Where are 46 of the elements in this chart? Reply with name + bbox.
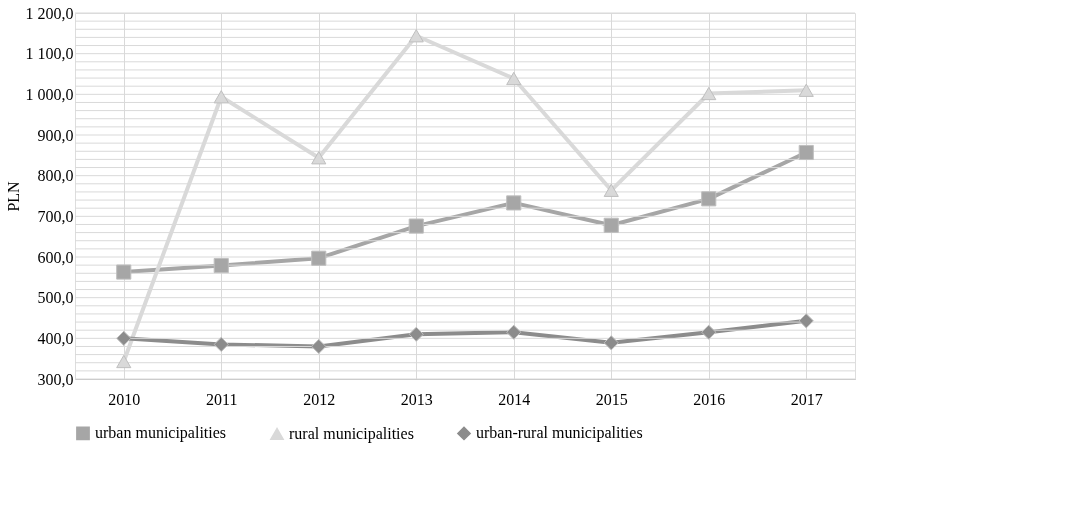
point <box>311 250 327 266</box>
point <box>311 151 327 165</box>
point <box>603 183 619 197</box>
x-tick-label: 2017 <box>790 390 823 408</box>
point <box>213 90 229 104</box>
point <box>701 86 717 101</box>
y-tick-label: 700,0 <box>37 207 74 225</box>
y-tick-label: 400,0 <box>37 329 74 347</box>
legend-label: urban municipalities <box>95 424 227 443</box>
y-tick-label: 1 100,0 <box>25 45 74 63</box>
point <box>116 264 132 280</box>
point <box>506 324 522 340</box>
x-tick-label: 2016 <box>693 390 726 408</box>
point <box>798 83 814 97</box>
point <box>213 257 229 274</box>
point <box>408 29 424 43</box>
y-tick-label: 800,0 <box>37 167 74 185</box>
x-tick-label: 2014 <box>498 390 531 408</box>
point <box>603 217 619 233</box>
point <box>701 191 717 207</box>
y-axis-title: PLN <box>4 180 22 212</box>
point <box>116 354 132 369</box>
point <box>798 144 814 161</box>
y-tick-label: 900,0 <box>37 126 74 144</box>
point <box>798 313 814 329</box>
point <box>506 195 522 211</box>
y-tick-label: 500,0 <box>37 289 74 307</box>
y-tick-label: 1 200,0 <box>25 4 74 22</box>
point <box>408 218 424 234</box>
x-tick-label: 2015 <box>595 390 628 408</box>
x-tick-label: 2012 <box>303 390 336 408</box>
point <box>408 326 424 342</box>
y-tick-label: 600,0 <box>37 248 74 266</box>
x-tick-label: 2013 <box>400 390 433 408</box>
point <box>116 330 132 346</box>
point <box>701 324 717 340</box>
y-tick-label: 300,0 <box>37 370 74 388</box>
legend-label: urban-rural municipalities <box>476 424 643 443</box>
legend-label: rural municipalities <box>289 424 414 443</box>
point <box>213 336 229 352</box>
point <box>311 338 327 355</box>
x-tick-label: 2010 <box>108 390 141 408</box>
x-tick-label: 2011 <box>206 390 238 408</box>
point <box>506 71 522 86</box>
point <box>603 335 619 351</box>
y-tick-label: 1 000,0 <box>25 85 74 103</box>
